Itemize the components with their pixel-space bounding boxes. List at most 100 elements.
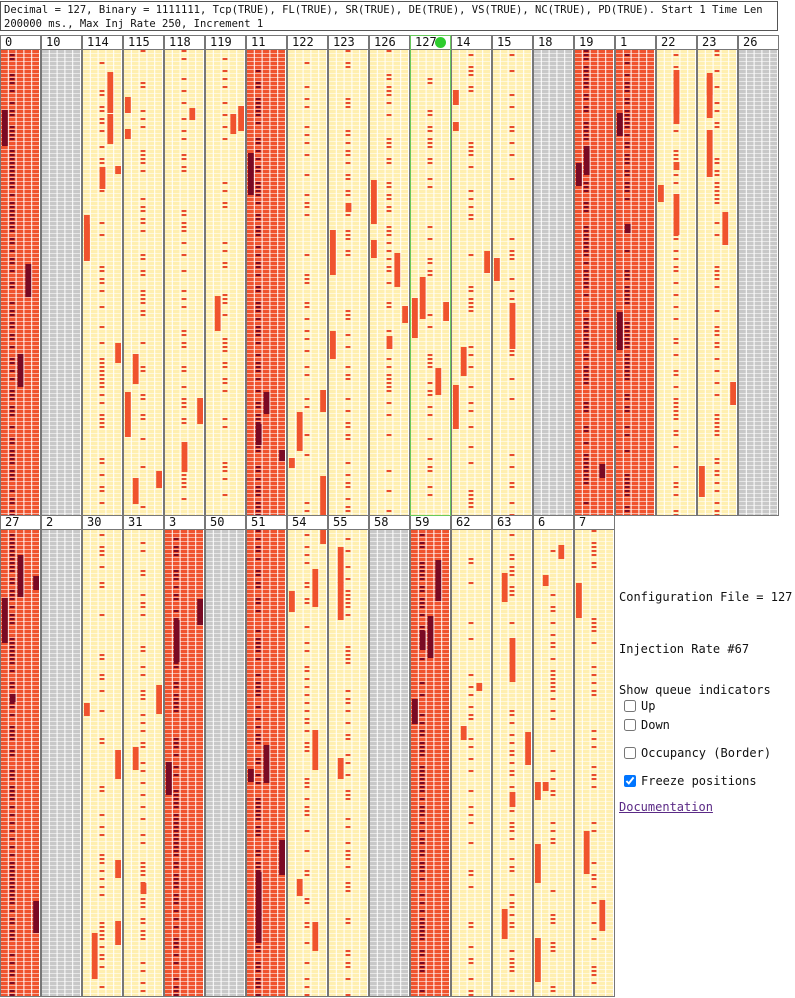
column-label: 11 [247,36,286,50]
column-cells [42,50,81,515]
top-column-119[interactable]: 119 [205,35,246,516]
column-label: 30 [83,516,122,530]
bottom-column-3[interactable]: 3 [164,515,205,997]
column-body [247,530,286,996]
column-body [370,530,409,996]
bottom-column-6[interactable]: 6 [533,515,574,997]
column-body [452,530,491,996]
top-column-18[interactable]: 18 [533,35,574,516]
occupancy-checkbox[interactable] [624,747,636,759]
bottom-column-63[interactable]: 63 [492,515,533,997]
top-column-115[interactable]: 115 [123,35,164,516]
status-header: Decimal = 127, Binary = 1111111, Tcp(TRU… [0,1,778,31]
column-cells [165,530,204,996]
top-column-127[interactable]: 127 [410,35,451,516]
column-cells [411,530,450,996]
column-label: 2 [42,516,81,530]
column-body [575,50,614,515]
bottom-column-27[interactable]: 27 [0,515,41,997]
bottom-column-62[interactable]: 62 [451,515,492,997]
column-cells [1,50,40,515]
column-label: 1 [616,36,655,50]
column-body [534,50,573,515]
column-body [42,530,81,996]
column-label: 54 [288,516,327,530]
column-label: 0 [1,36,40,50]
freeze-label: Freeze positions [641,774,757,788]
column-cells [411,50,450,515]
top-column-118[interactable]: 118 [164,35,205,516]
column-body [411,530,450,996]
up-option[interactable]: Up [619,699,794,713]
bottom-column-54[interactable]: 54 [287,515,328,997]
top-column-14[interactable]: 14 [451,35,492,516]
injection-rate-text: Injection Rate #67 [619,642,750,656]
bottom-column-51[interactable]: 51 [246,515,287,997]
column-label: 122 [288,36,327,50]
column-body [1,530,40,996]
column-body [329,530,368,996]
column-label: 18 [534,36,573,50]
top-column-0[interactable]: 0 [0,35,41,516]
control-panel: Configuration File = 127 Injection Rate … [619,590,794,814]
column-cells [657,50,696,515]
column-cells [452,530,491,996]
documentation-link[interactable]: Documentation [619,800,713,814]
bottom-column-59[interactable]: 59 [410,515,451,997]
column-body [534,530,573,996]
column-label: 7 [575,516,614,530]
bottom-column-7[interactable]: 7 [574,515,615,997]
column-body [288,530,327,996]
column-cells [206,530,245,996]
column-label: 126 [370,36,409,50]
column-body [124,50,163,515]
bottom-column-2[interactable]: 2 [41,515,82,997]
freeze-checkbox[interactable] [624,775,636,787]
column-cells [575,530,614,996]
column-cells [42,530,81,996]
column-label: 51 [247,516,286,530]
column-body [370,50,409,515]
top-column-11[interactable]: 11 [246,35,287,516]
column-cells [616,50,655,515]
top-column-23[interactable]: 23 [697,35,738,516]
top-column-10[interactable]: 10 [41,35,82,516]
top-column-22[interactable]: 22 [656,35,697,516]
column-cells [534,50,573,515]
column-body [165,50,204,515]
top-column-1[interactable]: 1 [615,35,656,516]
down-checkbox[interactable] [624,719,636,731]
column-cells [739,50,778,515]
column-cells [493,50,532,515]
freeze-option[interactable]: Freeze positions [619,774,794,788]
column-cells [370,50,409,515]
column-body [1,50,40,515]
bottom-column-55[interactable]: 55 [328,515,369,997]
column-cells [83,530,122,996]
queue-indicators-heading: Show queue indicators [619,683,771,697]
top-column-114[interactable]: 114 [82,35,123,516]
column-body [206,530,245,996]
up-checkbox[interactable] [624,700,636,712]
column-body [247,50,286,515]
column-body [616,50,655,515]
top-column-122[interactable]: 122 [287,35,328,516]
column-body [411,50,450,515]
top-column-123[interactable]: 123 [328,35,369,516]
bottom-column-30[interactable]: 30 [82,515,123,997]
column-label: 62 [452,516,491,530]
down-option[interactable]: Down [619,718,794,732]
column-body [657,50,696,515]
column-label: 14 [452,36,491,50]
column-body [493,530,532,996]
top-column-19[interactable]: 19 [574,35,615,516]
top-column-126[interactable]: 126 [369,35,410,516]
top-column-15[interactable]: 15 [492,35,533,516]
top-column-26[interactable]: 26 [738,35,779,516]
occupancy-option[interactable]: Occupancy (Border) [619,746,794,760]
column-cells [452,50,491,515]
bottom-column-31[interactable]: 31 [123,515,164,997]
bottom-column-50[interactable]: 50 [205,515,246,997]
column-cells [1,530,40,996]
bottom-column-58[interactable]: 58 [369,515,410,997]
